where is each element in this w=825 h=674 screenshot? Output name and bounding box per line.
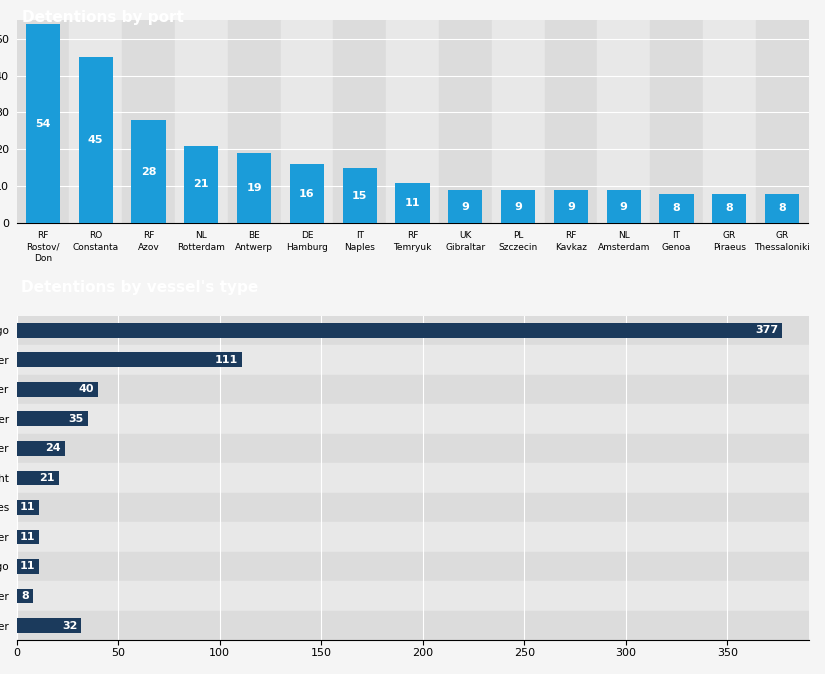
Bar: [16, 382, 97, 397]
Bar: [492, 20, 544, 223]
Bar: [16, 345, 808, 375]
Bar: [16, 323, 782, 338]
Bar: [16, 552, 808, 581]
Bar: [333, 20, 386, 223]
Bar: [16, 470, 59, 485]
Text: 40: 40: [78, 384, 94, 394]
Text: 11: 11: [19, 532, 35, 542]
Text: 15: 15: [352, 191, 367, 200]
Bar: [280, 20, 333, 223]
Text: Detentions by port: Detentions by port: [22, 10, 184, 25]
Text: 35: 35: [68, 414, 83, 424]
Bar: [290, 164, 324, 223]
Text: 8: 8: [672, 204, 681, 214]
Text: 54: 54: [35, 119, 50, 129]
Bar: [501, 190, 535, 223]
Bar: [16, 375, 808, 404]
Text: 9: 9: [567, 202, 575, 212]
Bar: [16, 588, 33, 603]
Text: 19: 19: [247, 183, 262, 193]
Text: 28: 28: [141, 166, 156, 177]
Bar: [16, 559, 39, 574]
Bar: [16, 500, 39, 515]
Text: 9: 9: [620, 202, 628, 212]
Bar: [16, 463, 808, 493]
Bar: [16, 20, 69, 223]
Bar: [554, 190, 588, 223]
Bar: [131, 120, 166, 223]
Text: 11: 11: [19, 502, 35, 512]
Bar: [765, 193, 799, 223]
Bar: [237, 153, 271, 223]
Text: 9: 9: [461, 202, 469, 212]
Bar: [448, 190, 483, 223]
Bar: [69, 20, 122, 223]
Bar: [659, 193, 694, 223]
Bar: [16, 315, 808, 345]
Text: 11: 11: [19, 561, 35, 572]
Bar: [395, 183, 430, 223]
Text: Detentions by vessel's type: Detentions by vessel's type: [21, 280, 259, 295]
Bar: [184, 146, 219, 223]
Bar: [712, 193, 747, 223]
Text: 32: 32: [62, 621, 78, 631]
Text: 16: 16: [299, 189, 314, 199]
Text: 377: 377: [755, 326, 778, 335]
Text: 21: 21: [194, 179, 209, 189]
Text: 11: 11: [405, 198, 420, 208]
Bar: [16, 412, 87, 426]
Bar: [703, 20, 756, 223]
Bar: [544, 20, 597, 223]
Bar: [439, 20, 492, 223]
Bar: [16, 618, 82, 633]
Bar: [16, 522, 808, 552]
Text: 8: 8: [778, 204, 786, 214]
Bar: [597, 20, 650, 223]
Bar: [78, 57, 113, 223]
Text: 111: 111: [214, 355, 238, 365]
Bar: [16, 611, 808, 640]
Text: 21: 21: [40, 473, 55, 483]
Bar: [122, 20, 175, 223]
Bar: [16, 530, 39, 545]
Bar: [175, 20, 228, 223]
Bar: [16, 581, 808, 611]
Bar: [16, 441, 65, 456]
Bar: [16, 404, 808, 433]
Text: 24: 24: [45, 443, 61, 454]
Text: 45: 45: [88, 135, 103, 145]
Text: 9: 9: [514, 202, 522, 212]
Bar: [386, 20, 439, 223]
Bar: [16, 433, 808, 463]
Bar: [650, 20, 703, 223]
Bar: [228, 20, 280, 223]
Bar: [16, 353, 242, 367]
Bar: [26, 24, 60, 223]
Bar: [342, 168, 377, 223]
Text: 8: 8: [21, 591, 29, 601]
Text: 8: 8: [725, 204, 733, 214]
Bar: [606, 190, 641, 223]
Bar: [16, 493, 808, 522]
Bar: [756, 20, 808, 223]
